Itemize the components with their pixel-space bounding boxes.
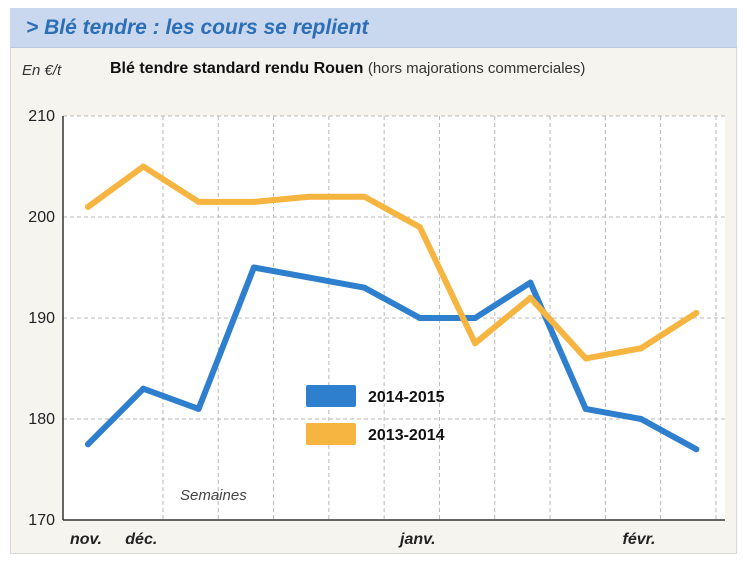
data-point-2013-2014 — [582, 355, 589, 362]
data-point-2014-2015 — [416, 315, 423, 321]
data-point-2014-2015 — [693, 446, 700, 453]
data-point-2013-2014 — [85, 203, 91, 210]
y-unit-label: En €/t — [22, 62, 62, 79]
legend-label: 2014-2015 — [368, 389, 445, 406]
x-tick-label: déc. — [125, 531, 157, 548]
data-point-2013-2014 — [140, 163, 147, 170]
data-point-2014-2015 — [638, 416, 644, 422]
series-line-2013-2014 — [85, 163, 700, 362]
data-point-2013-2014 — [250, 198, 257, 205]
data-point-2013-2014 — [361, 193, 368, 200]
data-point-2013-2014 — [472, 340, 479, 347]
data-point-2014-2015 — [306, 274, 313, 281]
x-axis-label: Semaines — [180, 487, 247, 504]
data-point-2014-2015 — [582, 405, 589, 412]
title-banner: > Blé tendre : les cours se replient — [10, 8, 737, 48]
data-point-2014-2015 — [250, 264, 257, 271]
data-point-2014-2015 — [195, 405, 202, 412]
data-point-2014-2015 — [472, 315, 479, 321]
y-tick-label: 190 — [28, 310, 55, 327]
x-tick-label: févr. — [623, 531, 656, 548]
x-tick-label: nov. — [70, 531, 102, 548]
y-tick-label: 180 — [28, 411, 55, 428]
data-point-2014-2015 — [527, 279, 534, 286]
y-tick-label: 210 — [28, 108, 55, 125]
chart-title: Blé tendre standard rendu Rouen — [110, 60, 364, 77]
data-point-2013-2014 — [638, 345, 644, 352]
data-point-2013-2014 — [527, 294, 534, 301]
data-point-2014-2015 — [85, 441, 91, 448]
data-point-2013-2014 — [195, 198, 202, 205]
data-point-2013-2014 — [416, 224, 423, 231]
data-point-2013-2014 — [693, 309, 700, 316]
chart-subtitle: Blé tendre standard rendu Rouen (hors ma… — [110, 60, 585, 78]
banner-title: > Blé tendre : les cours se replient — [26, 16, 369, 39]
series-line-2014-2015 — [85, 264, 700, 453]
y-tick-label: 170 — [28, 512, 55, 529]
data-point-2014-2015 — [140, 385, 147, 392]
data-point-2014-2015 — [361, 284, 368, 291]
data-point-2013-2014 — [306, 193, 313, 200]
legend-label: 2013-2014 — [368, 427, 445, 444]
chart-note: (hors majorations commerciales) — [367, 60, 586, 77]
legend-swatch-2014-2015 — [306, 385, 356, 407]
legend-swatch-2013-2014 — [306, 423, 356, 445]
x-tick-label: janv. — [398, 531, 436, 548]
y-tick-label: 200 — [28, 209, 55, 226]
